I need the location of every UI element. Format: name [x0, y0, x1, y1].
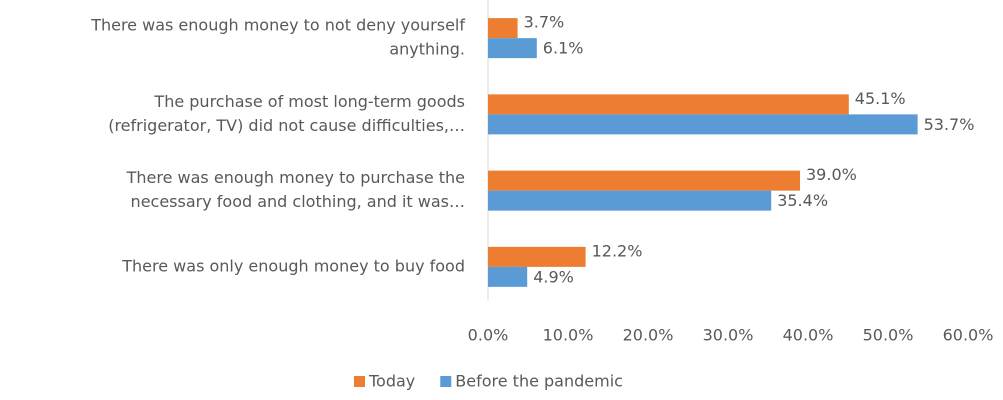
bar: [488, 38, 537, 59]
bar: [488, 18, 518, 39]
data-label: 35.4%: [777, 191, 828, 210]
data-label: 53.7%: [924, 115, 975, 134]
x-tick-label: 10.0%: [543, 326, 594, 345]
category-label: There was only enough money to buy food: [121, 256, 465, 275]
bar: [488, 246, 586, 267]
data-label: 3.7%: [524, 13, 565, 32]
data-label: 39.0%: [806, 165, 857, 184]
data-label: 45.1%: [855, 89, 906, 108]
bar: [488, 266, 528, 287]
x-tick-label: 20.0%: [623, 326, 674, 345]
x-tick-label: 0.0%: [468, 326, 509, 345]
x-tick-label: 60.0%: [943, 326, 994, 345]
x-tick-label: 30.0%: [703, 326, 754, 345]
category-label: There was enough money to purchase the: [126, 168, 465, 187]
category-label: There was enough money to not deny yours…: [90, 16, 465, 35]
bar: [488, 114, 918, 135]
bar: [488, 170, 800, 191]
x-tick-label: 50.0%: [863, 326, 914, 345]
data-label: 12.2%: [592, 241, 643, 260]
category-label: necessary food and clothing, and it was…: [131, 192, 465, 211]
data-label: 6.1%: [543, 39, 584, 58]
category-label: (refrigerator, TV) did not cause difficu…: [108, 116, 465, 135]
legend-swatch: [440, 376, 452, 387]
bar: [488, 94, 849, 115]
category-label: anything.: [389, 40, 465, 59]
legend-label: Today: [368, 372, 415, 391]
legend-swatch: [354, 376, 365, 387]
data-label: 4.9%: [533, 267, 574, 286]
x-tick-label: 40.0%: [783, 326, 834, 345]
bar: [488, 190, 772, 211]
legend-label: Before the pandemic: [455, 372, 623, 391]
category-label: The purchase of most long-term goods: [153, 92, 465, 111]
